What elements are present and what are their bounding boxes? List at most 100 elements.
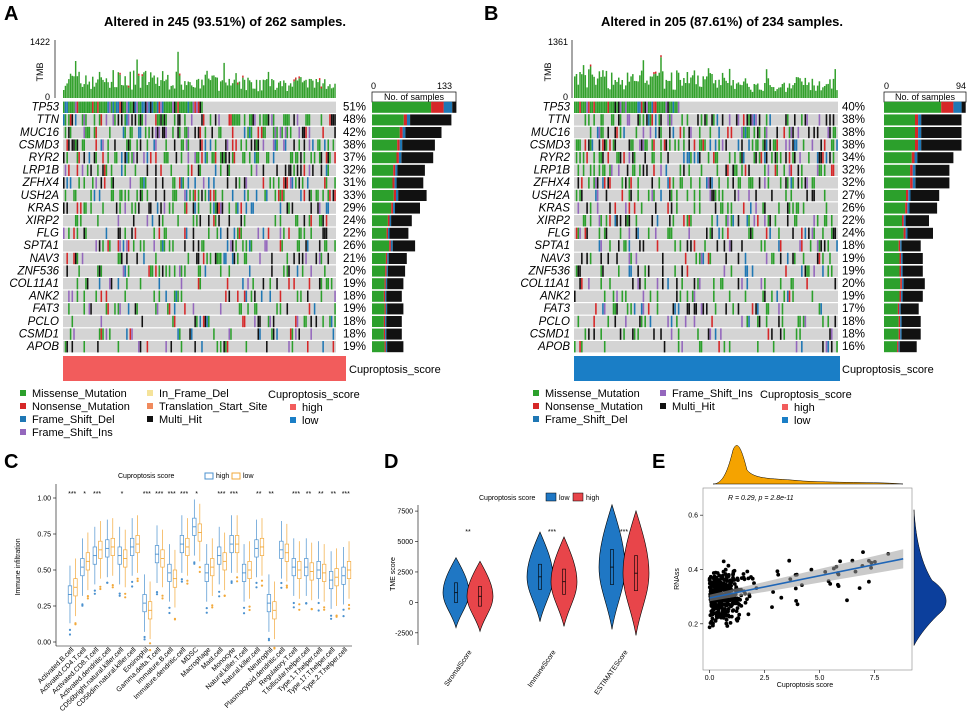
- mutation-cell: [208, 177, 210, 189]
- mutation-cell: [76, 101, 79, 113]
- tmb-bar: [170, 85, 172, 98]
- mutation-cell: [802, 139, 805, 151]
- tmb-bar: [786, 87, 789, 98]
- mutation-cell: [110, 101, 113, 113]
- outlier-point: [99, 587, 102, 591]
- mutation-cell: [83, 290, 86, 302]
- tmb-bar: [802, 85, 805, 98]
- mutation-cell: [607, 252, 610, 265]
- mutation-cell: [758, 114, 761, 126]
- mutation-cell: [243, 126, 246, 139]
- mutation-cell: [676, 278, 678, 290]
- sample-count-segment: [884, 152, 912, 164]
- significance-mark: **: [268, 491, 274, 498]
- mutation-cell: [187, 252, 190, 265]
- mutation-cell: [334, 152, 336, 164]
- mutation-cell: [272, 328, 275, 340]
- matrix-row-bg: [63, 114, 336, 126]
- mutation-cell: [830, 139, 833, 151]
- gene-label: ANK2: [28, 291, 60, 303]
- mutation-cell: [711, 227, 713, 239]
- mutation-cell: [737, 252, 740, 265]
- mutation-cell: [310, 227, 312, 239]
- mutation-cell: [175, 290, 178, 302]
- mutation-cell: [327, 189, 330, 202]
- mutation-cell: [698, 278, 701, 290]
- mutation-cell: [707, 252, 710, 265]
- mutation-cell: [690, 177, 692, 189]
- mutation-cell: [588, 101, 590, 113]
- mutation-cell: [709, 227, 712, 239]
- mutation-cell: [667, 202, 669, 214]
- mutation-cell: [167, 101, 169, 113]
- mutation-cell: [86, 278, 89, 290]
- mutation-cell: [603, 177, 606, 189]
- sample-count-segment: [388, 253, 407, 264]
- tmb-bar: [262, 79, 265, 98]
- mutation-cell: [245, 252, 248, 265]
- mutation-cell: [211, 152, 213, 164]
- mutation-cell: [329, 152, 331, 164]
- mutation-cell: [804, 265, 807, 277]
- tmb-bar: [248, 80, 251, 98]
- mutation-cell: [718, 139, 720, 151]
- sample-count-segment: [884, 127, 915, 138]
- mutation-cell: [676, 290, 678, 302]
- mutation-cell: [605, 139, 608, 151]
- mutation-cell: [107, 303, 109, 315]
- matrix-row-bg: [574, 252, 838, 265]
- mutation-cell: [209, 114, 212, 126]
- mutation-cell: [334, 189, 336, 202]
- mutation-cell: [124, 265, 126, 277]
- tmb-bar: [649, 76, 652, 98]
- sample-count-segment: [402, 127, 406, 138]
- mutation-cell: [693, 290, 696, 302]
- tmb-bar: [695, 84, 697, 98]
- mutation-cell: [637, 177, 639, 189]
- mutation-cell: [110, 189, 113, 202]
- mutation-cell: [628, 252, 631, 265]
- mutation-cell: [250, 290, 253, 302]
- mutation-cell: [614, 101, 617, 113]
- tmb-bar: [623, 89, 625, 98]
- outlier-point: [342, 608, 345, 611]
- mutation-cell: [660, 328, 662, 340]
- matrix-row-bg: [63, 328, 336, 340]
- mutation-cell: [298, 227, 300, 239]
- mutation-cell: [610, 101, 613, 113]
- percent-label: 18%: [842, 316, 865, 328]
- mutation-cell: [667, 278, 669, 290]
- mutation-cell: [834, 126, 837, 139]
- mutation-cell: [85, 278, 87, 290]
- mutation-cell: [272, 126, 275, 139]
- sample-count-segment: [386, 290, 402, 302]
- mutation-cell: [295, 152, 297, 164]
- mutation-cell: [315, 252, 318, 265]
- mutation-cell: [293, 139, 295, 151]
- mutation-cell: [124, 164, 126, 176]
- mutation-cell: [727, 202, 729, 214]
- mutation-cell: [141, 189, 144, 202]
- mutation-cell: [168, 101, 171, 113]
- tmb-bar: [300, 77, 302, 98]
- mutation-cell: [286, 265, 289, 277]
- mutation-cell: [98, 114, 101, 126]
- mutation-cell: [196, 215, 198, 227]
- mutation-cell: [262, 139, 265, 151]
- panel-b-sample-count-bars: [884, 101, 966, 353]
- mutation-cell: [228, 202, 231, 214]
- scatter-point: [736, 597, 741, 601]
- mutation-cell: [730, 240, 733, 252]
- mutation-cell: [317, 139, 319, 151]
- mutation-cell: [669, 139, 671, 151]
- mutation-cell: [233, 114, 236, 126]
- mutation-cell: [684, 315, 687, 328]
- mutation-cell: [267, 227, 270, 239]
- tmb-bar: [713, 83, 715, 98]
- mutation-cell: [185, 126, 188, 139]
- tmb-bar: [799, 78, 801, 98]
- mutation-cell: [579, 265, 581, 277]
- mutation-cell: [642, 164, 645, 176]
- mutation-cell: [126, 152, 128, 164]
- tmb-bar: [598, 71, 601, 98]
